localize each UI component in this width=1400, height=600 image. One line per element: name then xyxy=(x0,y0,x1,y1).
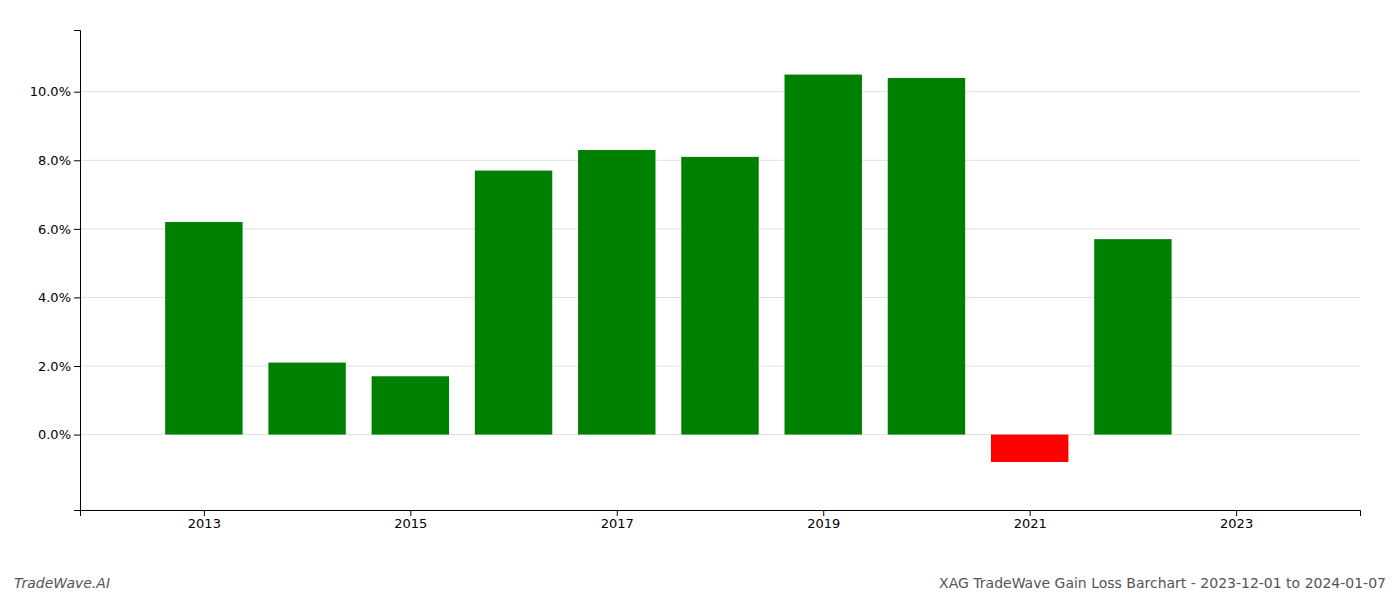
x-tick-mark xyxy=(410,510,411,516)
y-tick-mark xyxy=(74,160,80,161)
y-tick-label: 4.0% xyxy=(38,290,71,305)
bar xyxy=(1094,239,1171,434)
footer-right: XAG TradeWave Gain Loss Barchart - 2023-… xyxy=(939,575,1386,591)
y-tick-mark xyxy=(74,435,80,436)
bars xyxy=(165,75,1171,462)
x-axis-line xyxy=(81,511,1361,517)
bar xyxy=(888,78,965,435)
y-tick-mark xyxy=(74,297,80,298)
y-tick: 0.0% xyxy=(38,427,80,442)
bar xyxy=(681,157,758,435)
x-tick: 2021 xyxy=(1014,510,1047,531)
x-tick: 2023 xyxy=(1220,510,1253,531)
y-tick-mark xyxy=(74,366,80,367)
x-tick: 2013 xyxy=(188,510,221,531)
bar xyxy=(372,376,449,434)
y-tick-label: 2.0% xyxy=(38,359,71,374)
y-tick-mark xyxy=(74,92,80,93)
bar xyxy=(165,222,242,435)
y-axis-line xyxy=(74,31,81,511)
chart: 0.0%2.0%4.0%6.0%8.0%10.0%201320152017201… xyxy=(0,0,1400,600)
x-axis: 2013 2015 2017 2019 2021 2023 xyxy=(81,510,1361,531)
y-tick: 4.0% xyxy=(38,290,80,305)
x-tick: 2015 xyxy=(394,510,427,531)
x-tick-label: 2019 xyxy=(807,516,840,531)
bar xyxy=(578,150,655,435)
plot: 0.0%2.0%4.0%6.0%8.0%10.0%201320152017201… xyxy=(30,31,1361,532)
x-tick-label: 2023 xyxy=(1220,516,1253,531)
bar xyxy=(991,435,1068,462)
y-axis: 0.0% 2.0% 4.0% 6.0% 8.0% 10.0% xyxy=(30,31,81,511)
x-tick-mark xyxy=(617,510,618,516)
grid xyxy=(80,92,1360,435)
y-tick-label: 10.0% xyxy=(30,84,71,99)
x-tick-mark xyxy=(204,510,205,516)
x-tick: 2017 xyxy=(601,510,634,531)
footer-left: TradeWave.AI xyxy=(14,575,110,591)
y-tick: 10.0% xyxy=(30,84,80,99)
bar xyxy=(475,171,552,435)
y-tick-label: 6.0% xyxy=(38,222,71,237)
x-tick-label: 2013 xyxy=(188,516,221,531)
x-tick-label: 2017 xyxy=(601,516,634,531)
y-tick: 8.0% xyxy=(38,153,80,168)
x-tick-label: 2021 xyxy=(1014,516,1047,531)
y-tick-label: 8.0% xyxy=(38,153,71,168)
x-tick-mark xyxy=(1030,510,1031,516)
y-tick-label: 0.0% xyxy=(38,427,71,442)
bar xyxy=(785,75,862,435)
x-tick-label: 2015 xyxy=(394,516,427,531)
bar xyxy=(268,363,345,435)
x-tick-mark xyxy=(823,510,824,516)
x-tick-mark xyxy=(1236,510,1237,516)
grid-line xyxy=(80,91,1360,92)
y-tick-mark xyxy=(74,229,80,230)
y-tick: 6.0% xyxy=(38,222,80,237)
y-tick: 2.0% xyxy=(38,359,80,374)
x-tick: 2019 xyxy=(807,510,840,531)
